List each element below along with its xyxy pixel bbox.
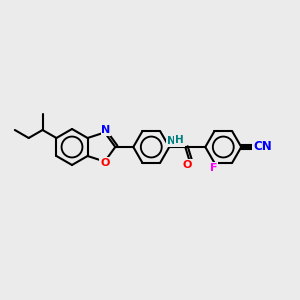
- Text: NH: NH: [167, 136, 184, 146]
- Text: H: H: [174, 136, 183, 146]
- Text: H: H: [175, 135, 184, 145]
- Text: CN: CN: [253, 140, 272, 154]
- Text: F: F: [209, 163, 217, 172]
- Text: O: O: [100, 158, 110, 168]
- Text: O: O: [183, 160, 192, 170]
- Text: N: N: [101, 125, 110, 135]
